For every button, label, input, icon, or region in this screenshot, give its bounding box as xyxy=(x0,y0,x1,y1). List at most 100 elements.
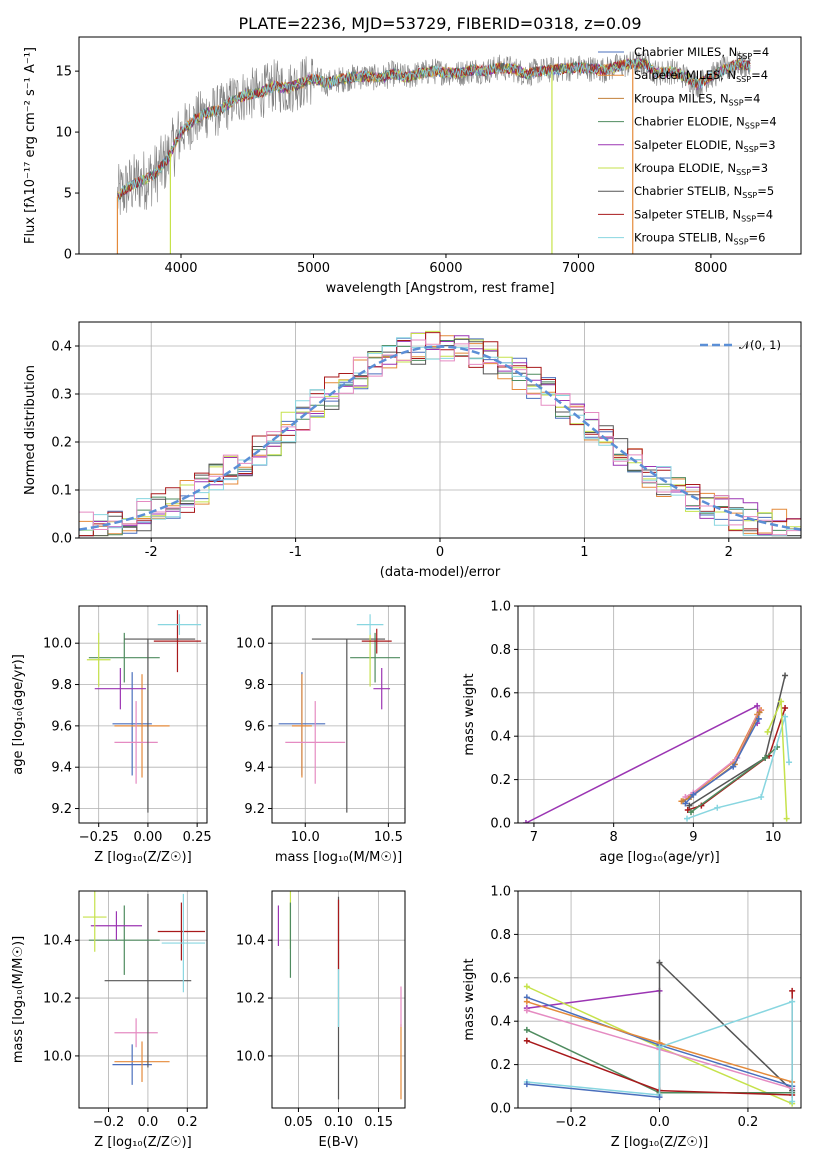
plot-area-mass-vs-EBV xyxy=(272,891,405,1108)
weight-marker xyxy=(714,804,721,811)
weight-series xyxy=(526,1083,660,1098)
x-tick-label: 0.05 xyxy=(284,1115,313,1130)
y-tick-label: 10.4 xyxy=(43,934,72,949)
y-axis-label: mass weight xyxy=(462,958,477,1040)
weight-marker xyxy=(523,998,530,1005)
x-tick-label: 8 xyxy=(610,830,618,845)
y-axis-label: age [log₁₀(age/yr)] xyxy=(11,654,26,775)
y-tick-label: 9.2 xyxy=(51,802,72,817)
legend-label: Salpeter MILES, NSSP=4 xyxy=(634,68,768,84)
plot-area-age-vs-mass xyxy=(272,606,405,823)
weight-marker xyxy=(682,800,689,807)
y-tick-label: 5 xyxy=(64,187,72,202)
legend: Chabrier MILES, NSSP=4 Salpeter MILES, NS… xyxy=(598,45,777,247)
legend-label: Salpeter STELIB, NSSP=4 xyxy=(634,207,773,223)
y-tick-label: 0.2 xyxy=(490,773,511,788)
weight-series xyxy=(682,711,761,802)
y-tick-label: 9.4 xyxy=(51,761,72,776)
x-tick-label: 2 xyxy=(725,545,733,560)
weight-marker xyxy=(523,983,530,990)
weight-marker xyxy=(730,763,737,770)
y-tick-label: 10.2 xyxy=(236,992,265,1007)
weight-marker xyxy=(523,1081,530,1088)
y-tick-label: 0.6 xyxy=(490,971,511,986)
histogram-series xyxy=(79,332,801,537)
x-axis-label: Z [log₁₀(Z/Z☉)] xyxy=(94,1135,191,1150)
y-tick-label: 9.6 xyxy=(244,719,265,734)
weight-marker xyxy=(522,820,529,823)
normal-curve xyxy=(79,345,801,531)
weight-marker xyxy=(523,1007,530,1014)
y-tick-label: 10.4 xyxy=(236,934,265,949)
y-tick-label: 0.1 xyxy=(51,484,72,499)
y-tick-label: 0 xyxy=(64,248,72,263)
weight-marker xyxy=(682,793,689,800)
weight-marker xyxy=(789,987,796,994)
weight-marker xyxy=(754,702,761,709)
x-axis-label: age [log₁₀(age/yr)] xyxy=(599,850,720,865)
x-tick-label: 6000 xyxy=(429,261,462,276)
x-tick-label: 0.00 xyxy=(133,830,162,845)
weight-series xyxy=(685,709,761,798)
weight-marker xyxy=(782,713,789,720)
y-tick-label: 0.4 xyxy=(490,730,511,745)
y-tick-label: 9.8 xyxy=(51,678,72,693)
legend-label: Chabrier ELODIE, NSSP=4 xyxy=(634,115,777,131)
frame xyxy=(78,890,208,1109)
histogram-series xyxy=(79,339,801,536)
x-axis-label: Z [log₁₀(Z/Z☉)] xyxy=(611,1135,708,1150)
x-tick-label: 0.2 xyxy=(177,1115,198,1130)
frame xyxy=(271,605,406,824)
y-tick-label: 0.4 xyxy=(51,340,72,355)
weight-marker xyxy=(523,1037,530,1044)
axes-mass-vs-Z: −0.2 0.0 0.2 10.0 10.2 10.4 Z [log₁₀(Z/Z☉)] mas… xyxy=(11,890,208,1150)
x-axis-label: (data-model)/error xyxy=(380,565,501,580)
y-tick-label: 9.2 xyxy=(244,802,265,817)
x-tick-label: 4000 xyxy=(164,261,197,276)
y-tick-label: 10.0 xyxy=(43,1049,72,1064)
frame xyxy=(78,36,802,255)
x-tick-label: 7000 xyxy=(562,261,595,276)
weight-marker xyxy=(656,1094,663,1101)
legend-label: 𝒩(0, 1) xyxy=(739,338,781,352)
y-axis-label: Normed distribution xyxy=(23,365,38,495)
legend-label: Kroupa STELIB, NSSP=6 xyxy=(634,231,765,247)
y-tick-label: 1.0 xyxy=(490,885,511,900)
axes-mass-vs-EBV: 0.05 0.10 0.15 10.0 10.2 10.4 E(B-V) xyxy=(236,890,406,1150)
y-tick-label: 10 xyxy=(55,126,72,141)
weight-marker xyxy=(690,791,697,798)
weight-marker xyxy=(786,759,793,766)
y-tick-label: 0.0 xyxy=(51,532,72,547)
x-tick-label: −0.25 xyxy=(79,830,119,845)
y-tick-label: 10.0 xyxy=(236,637,265,652)
y-tick-label: 0.0 xyxy=(490,817,511,832)
x-tick-label: −0.2 xyxy=(93,1115,125,1130)
y-tick-label: 0.6 xyxy=(490,686,511,701)
y-tick-label: 10.0 xyxy=(236,1049,265,1064)
x-tick-label: 0.25 xyxy=(183,830,212,845)
x-axis-label: mass [log₁₀(M/M☉)] xyxy=(275,850,402,865)
y-tick-label: 10.2 xyxy=(43,992,72,1007)
plot-area-weight-vs-age xyxy=(518,606,801,823)
weight-marker xyxy=(686,802,693,809)
x-tick-label: 0.15 xyxy=(364,1115,393,1130)
y-axis-label: mass weight xyxy=(462,673,477,755)
y-tick-label: 0.2 xyxy=(490,1058,511,1073)
x-axis-label: Z [log₁₀(Z/Z☉)] xyxy=(94,850,191,865)
x-tick-label: 9 xyxy=(689,830,697,845)
weight-marker xyxy=(782,672,789,679)
y-tick-label: 0.0 xyxy=(490,1102,511,1117)
y-tick-label: 15 xyxy=(55,65,72,80)
weight-marker xyxy=(778,698,785,705)
x-tick-label: 10.0 xyxy=(291,830,320,845)
x-tick-label: 1 xyxy=(580,545,588,560)
weight-marker xyxy=(789,998,796,1005)
axes-age-vs-Z: −0.25 0.00 0.25 9.2 9.4 9.6 9.8 10.0 Z [log₁₀(Z/… xyxy=(11,605,212,865)
plot-area-residuals xyxy=(79,322,801,538)
y-tick-label: 0.8 xyxy=(490,928,511,943)
weight-marker xyxy=(756,709,763,716)
y-axis-label: mass [log₁₀(M/M☉)] xyxy=(11,936,26,1063)
x-tick-label: -1 xyxy=(289,545,302,560)
x-tick-label: 5000 xyxy=(297,261,330,276)
